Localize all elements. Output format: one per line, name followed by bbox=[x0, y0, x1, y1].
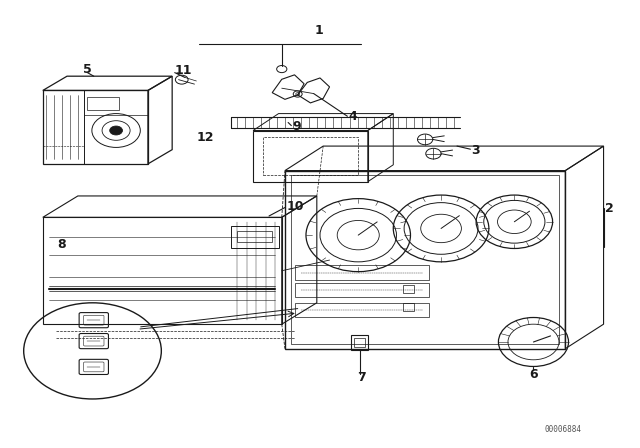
Text: 6: 6 bbox=[529, 367, 538, 380]
Bar bbox=[351, 335, 369, 349]
Bar bbox=[294, 265, 429, 280]
Text: 5: 5 bbox=[83, 63, 92, 76]
Bar bbox=[294, 283, 429, 297]
Text: 10: 10 bbox=[286, 200, 304, 213]
Text: 4: 4 bbox=[349, 110, 357, 123]
Text: 1: 1 bbox=[314, 24, 323, 37]
Text: 2: 2 bbox=[605, 202, 614, 215]
Bar bbox=[88, 97, 119, 111]
Text: 11: 11 bbox=[174, 64, 192, 77]
Text: 12: 12 bbox=[196, 131, 214, 144]
Text: 8: 8 bbox=[58, 237, 66, 250]
Bar bbox=[403, 303, 414, 311]
Text: 9: 9 bbox=[292, 121, 301, 134]
Bar bbox=[354, 337, 365, 347]
Bar bbox=[403, 285, 414, 293]
Bar bbox=[237, 231, 272, 242]
Circle shape bbox=[109, 126, 122, 135]
Text: 00006884: 00006884 bbox=[545, 425, 582, 434]
Bar bbox=[294, 303, 429, 318]
Bar bbox=[291, 175, 559, 344]
Bar bbox=[231, 226, 278, 249]
Bar bbox=[262, 137, 358, 175]
Text: 3: 3 bbox=[472, 144, 480, 157]
Text: 7: 7 bbox=[357, 371, 366, 384]
